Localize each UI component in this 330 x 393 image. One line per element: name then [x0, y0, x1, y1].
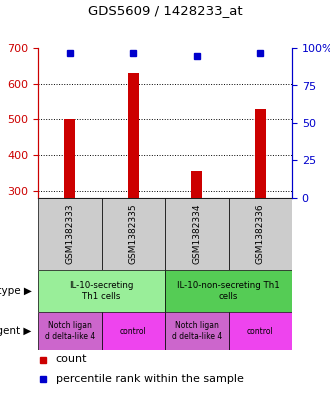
Bar [191, 171, 203, 198]
Text: percentile rank within the sample: percentile rank within the sample [56, 373, 244, 384]
Text: control: control [247, 327, 274, 336]
Text: cell type ▶: cell type ▶ [0, 286, 31, 296]
Bar [38, 312, 102, 350]
Text: Notch ligan
d delta-like 4: Notch ligan d delta-like 4 [172, 321, 222, 341]
Text: GSM1382335: GSM1382335 [129, 204, 138, 264]
Bar [64, 119, 76, 198]
Text: GDS5609 / 1428233_at: GDS5609 / 1428233_at [88, 4, 242, 17]
Bar [165, 312, 228, 350]
Text: IL-10-non-secreting Th1
cells: IL-10-non-secreting Th1 cells [177, 281, 280, 301]
Bar [38, 270, 165, 312]
Bar [127, 73, 139, 198]
Bar [228, 312, 292, 350]
Bar [102, 312, 165, 350]
Text: IL-10-secreting
Th1 cells: IL-10-secreting Th1 cells [69, 281, 134, 301]
Bar [165, 270, 292, 312]
Text: GSM1382333: GSM1382333 [65, 204, 74, 264]
Text: count: count [56, 354, 87, 364]
Text: Notch ligan
d delta-like 4: Notch ligan d delta-like 4 [45, 321, 95, 341]
Text: GSM1382334: GSM1382334 [192, 204, 201, 264]
Text: agent ▶: agent ▶ [0, 326, 31, 336]
Bar [165, 198, 228, 270]
Text: control: control [120, 327, 147, 336]
Bar [38, 198, 102, 270]
Bar [254, 109, 266, 198]
Bar [102, 198, 165, 270]
Bar [228, 198, 292, 270]
Text: GSM1382336: GSM1382336 [256, 204, 265, 264]
